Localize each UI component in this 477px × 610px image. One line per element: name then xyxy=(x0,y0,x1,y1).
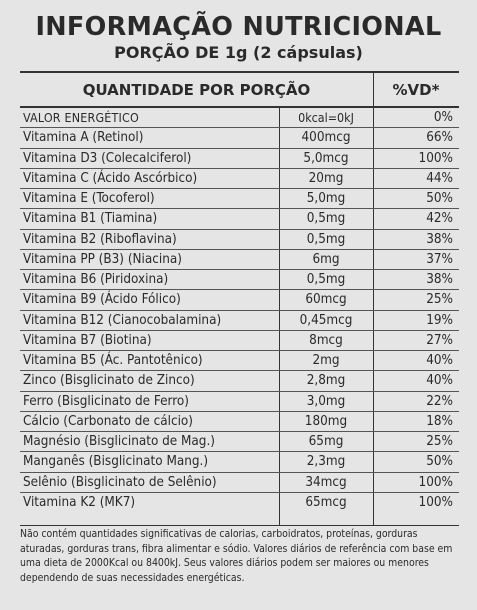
table-row: Vitamina E (Tocoferol) 5,0mg 50% xyxy=(20,189,459,210)
table-row: Selênio (Bisglicinato de Selênio) 34mcg 10… xyxy=(20,473,459,493)
nutrient-vd: 44% xyxy=(426,170,453,186)
table-row: Manganês (Bisglicinato Mang.) 2,3mg 50% xyxy=(20,452,459,473)
nutrient-vd: 25% xyxy=(426,292,453,308)
nutrient-vd: 38% xyxy=(426,231,453,247)
nutrient-vd: 27% xyxy=(426,332,453,348)
nutrient-vd: 50% xyxy=(426,454,453,470)
nutrient-name: Magnésio (Bisglicinato de Mag.) xyxy=(23,434,215,449)
table-header: QUANTIDADE POR PORÇÃO %VD* xyxy=(20,73,459,108)
nutrient-amount: 0,45mcg xyxy=(299,312,353,328)
table-row: Vitamina B7 (Biotina) 8mcg 27% xyxy=(20,331,459,351)
nutrient-name: Manganês (Bisglicinato Mang.) xyxy=(23,454,209,470)
table-row: Ferro (Bisglicinato de Ferro) 3,0mg 22% xyxy=(20,392,459,412)
nutrient-vd: 38% xyxy=(426,272,453,287)
nutrient-name: Zinco (Bisglicinato de Zinco) xyxy=(23,373,195,389)
nutrient-name: Vitamina C (Ácido Ascórbico) xyxy=(23,170,198,186)
table-body: VALOR ENERGÉTICO 0kcal=0kJ 0% Vitamina A (R… xyxy=(20,108,459,513)
nutrient-vd: 37% xyxy=(426,251,453,267)
table-row: VALOR ENERGÉTICO 0kcal=0kJ 0% xyxy=(20,108,459,129)
table-row: Zinco (Bisglicinato de Zinco) 2,8mg 40% xyxy=(20,371,459,392)
nutrient-amount: 0kcal=0kJ xyxy=(298,110,354,125)
nutrient-amount: 400mcg xyxy=(301,130,351,146)
amount-column-divider xyxy=(279,108,280,525)
nutrient-vd: 100% xyxy=(418,474,453,490)
nutrient-amount: 8mcg xyxy=(309,332,343,348)
nutrient-vd: 22% xyxy=(426,393,453,409)
nutrient-vd: 100% xyxy=(418,150,453,166)
nutrient-name: Vitamina K2 (MK7) xyxy=(23,494,136,510)
nutrient-vd: 0% xyxy=(433,110,453,125)
nutrient-vd: 42% xyxy=(426,211,453,227)
table-row: Vitamina B12 (Cianocobalamina) 0,45mcg 19% xyxy=(20,311,459,331)
nutrient-name: Vitamina B12 (Cianocobalamina) xyxy=(23,312,222,328)
nutrient-amount: 0,5mg xyxy=(306,272,346,287)
nutrient-name: VALOR ENERGÉTICO xyxy=(23,110,139,125)
table-row: Vitamina B5 (Ác. Pantotênico) 2mg 40% xyxy=(20,351,459,372)
nutrient-vd: 40% xyxy=(426,373,453,389)
nutrient-name: Vitamina PP (B3) (Niacina) xyxy=(23,251,182,267)
nutrient-name: Ferro (Bisglicinato de Ferro) xyxy=(23,393,189,409)
nutrient-amount: 5,0mcg xyxy=(303,150,349,166)
table-row: Vitamina B2 (Riboflavina) 0,5mg 38% xyxy=(20,230,459,250)
nutrient-amount: 65mg xyxy=(308,434,344,449)
table-row: Cálcio (Carbonato de cálcio) 180mg 18% xyxy=(20,412,459,432)
table-row: Vitamina K2 (MK7) 65mcg 100% xyxy=(20,493,459,513)
nutrient-name: Vitamina B9 (Ácido Fólico) xyxy=(23,292,181,308)
table-row: Vitamina C (Ácido Ascórbico) 20mg 44% xyxy=(20,169,459,189)
nutrient-vd: 40% xyxy=(426,353,453,368)
nutrient-amount: 65mcg xyxy=(305,494,347,510)
nutrient-amount: 0,5mg xyxy=(306,231,346,247)
panel-title: INFORMAÇÃO NUTRICIONAL xyxy=(35,12,442,42)
table-row: Vitamina D3 (Colecalciferol) 5,0mcg 100% xyxy=(20,149,459,169)
nutrient-amount: 34mcg xyxy=(305,474,347,490)
vd-column-header: %VD* xyxy=(392,81,440,99)
table-row: Vitamina B6 (Piridoxina) 0,5mg 38% xyxy=(20,270,459,291)
nutrient-vd: 50% xyxy=(426,191,453,206)
table-row: Magnésio (Bisglicinato de Mag.) 65mg 25% xyxy=(20,432,459,453)
nutrient-name: Vitamina B2 (Riboflavina) xyxy=(23,231,177,247)
nutrient-name: Vitamina D3 (Colecalciferol) xyxy=(23,150,192,166)
table-row: Vitamina B1 (Tiamina) 0,5mg 42% xyxy=(20,209,459,230)
nutrient-name: Vitamina E (Tocoferol) xyxy=(23,191,155,206)
nutrient-name: Vitamina A (Retinol) xyxy=(23,130,144,146)
nutrient-vd: 18% xyxy=(426,413,453,429)
nutrient-vd: 19% xyxy=(426,312,453,328)
nutrient-name: Selênio (Bisglicinato de Selênio) xyxy=(23,474,217,490)
nutrient-name: Vitamina B5 (Ác. Pantotênico) xyxy=(23,353,203,368)
nutrient-amount: 180mg xyxy=(304,413,348,429)
nutrient-amount: 6mg xyxy=(312,251,340,267)
table-row: Vitamina B9 (Ácido Fólico) 60mcg 25% xyxy=(20,290,459,311)
nutrient-vd: 25% xyxy=(426,434,453,449)
nutrient-name: Vitamina B1 (Tiamina) xyxy=(23,211,158,227)
nutrient-name: Vitamina B6 (Piridoxina) xyxy=(23,272,169,287)
nutrient-amount: 60mcg xyxy=(305,292,347,308)
nutrient-amount: 0,5mg xyxy=(306,211,346,227)
nutrient-name: Vitamina B7 (Biotina) xyxy=(23,332,152,348)
vd-column-divider xyxy=(373,73,374,525)
nutrient-amount: 5,0mg xyxy=(306,191,346,206)
nutrient-amount: 2mg xyxy=(312,353,340,368)
nutrient-vd: 100% xyxy=(418,494,453,510)
nutrient-amount: 3,0mg xyxy=(306,393,346,409)
nutrient-amount: 20mg xyxy=(308,170,344,186)
footnote: Não contém quantidades significativas de… xyxy=(20,528,453,584)
nutrient-name: Cálcio (Carbonato de cálcio) xyxy=(23,413,193,429)
nutrient-amount: 2,3mg xyxy=(306,454,346,470)
nutrition-table: QUANTIDADE POR PORÇÃO %VD* VALOR ENERGÉT… xyxy=(20,71,459,526)
nutrient-vd: 66% xyxy=(426,130,453,146)
quantity-column-header: QUANTIDADE POR PORÇÃO xyxy=(82,81,311,99)
serving-size: PORÇÃO DE 1g (2 cápsulas) xyxy=(114,43,363,62)
nutrient-amount: 2,8mg xyxy=(306,373,346,389)
table-row: Vitamina PP (B3) (Niacina) 6mg 37% xyxy=(20,250,459,270)
table-row: Vitamina A (Retinol) 400mcg 66% xyxy=(20,128,459,149)
